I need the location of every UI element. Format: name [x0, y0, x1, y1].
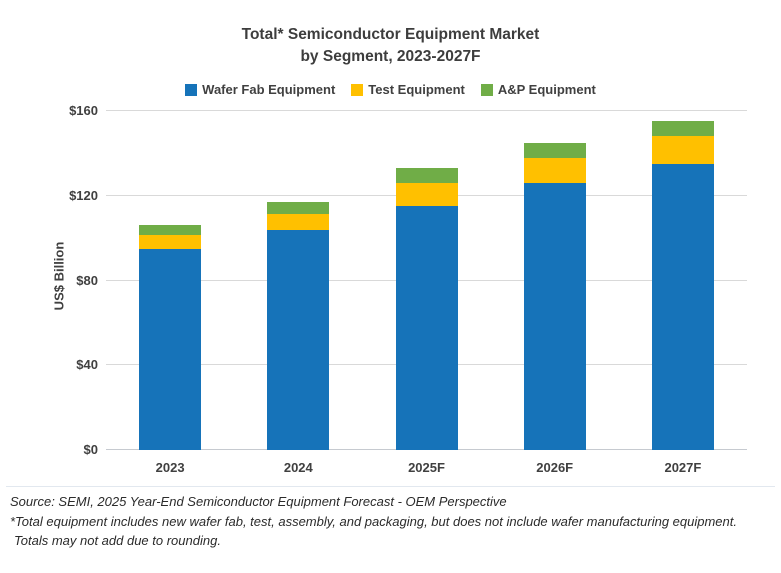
- y-tick-label-0: $0: [83, 442, 98, 457]
- y-tick-label-40: $40: [76, 357, 98, 373]
- bar-slot-2023: [106, 111, 234, 450]
- legend-label-test-equipment: Test Equipment: [368, 82, 465, 97]
- segment-a-p-equipment-2024: [267, 202, 330, 214]
- segment-wafer-fab-equipment-2026f: [523, 183, 586, 450]
- y-tick-label-80: $80: [76, 272, 98, 288]
- bar-series: [106, 111, 747, 450]
- chart-legend: Wafer Fab Equipment Test Equipment A&P Equ…: [0, 82, 781, 97]
- chart-title-line2: by Segment, 2023-2027F: [300, 48, 481, 65]
- bar-slot-2026f: [491, 111, 619, 450]
- legend-item-wafer-fab-equipment: Wafer Fab Equipment: [185, 82, 335, 97]
- total-definition-note: *Total equipment includes new wafer fab,…: [10, 513, 737, 529]
- segment-a-p-equipment-2025f: [395, 168, 458, 184]
- y-tick-label-160: $160: [69, 103, 98, 118]
- x-tick-label-2023: 2023: [155, 460, 185, 475]
- segment-test-equipment-2024: [267, 213, 330, 230]
- plot-area: [106, 110, 747, 450]
- segment-wafer-fab-equipment-2025f: [395, 206, 458, 450]
- legend-label-wafer-fab-equipment: Wafer Fab Equipment: [202, 82, 336, 97]
- bar-slot-2027f: [619, 111, 747, 450]
- bar-2023: [139, 111, 202, 450]
- segment-test-equipment-2025f: [395, 183, 458, 207]
- bar-slot-2025f: [362, 111, 490, 450]
- y-tick-label-120: $120: [69, 187, 98, 203]
- segment-a-p-equipment-2026f: [523, 142, 586, 158]
- segment-a-p-equipment-2027f: [651, 120, 714, 137]
- segment-test-equipment-2027f: [651, 136, 714, 164]
- segment-a-p-equipment-2023: [139, 225, 202, 236]
- x-tick-label-2024: 2024: [283, 460, 313, 475]
- gridline-160: [106, 110, 747, 111]
- source-note: Source: SEMI, 2025 Year-End Semiconducto…: [10, 494, 507, 509]
- legend-swatch-a-p-equipment: [480, 83, 493, 96]
- segment-test-equipment-2023: [139, 235, 202, 249]
- x-tick-label-2025f: 2025F: [408, 460, 445, 475]
- bar-2025f: [395, 111, 458, 450]
- rounding-note: Totals may not add due to rounding.: [14, 533, 221, 548]
- bar-slot-2024: [234, 111, 362, 450]
- segment-wafer-fab-equipment-2023: [139, 248, 202, 450]
- y-axis-tick-labels: $0 $40 $80 $120 $160: [44, 103, 98, 457]
- segment-test-equipment-2026f: [523, 157, 586, 184]
- x-tick-label-2026f: 2026F: [536, 460, 574, 475]
- segment-wafer-fab-equipment-2027f: [651, 163, 714, 450]
- legend-item-a-p-equipment: A&P Equipment: [480, 82, 596, 97]
- chart-title-line1: Total* Semiconductor Equipment Market: [241, 26, 540, 43]
- legend-label-a-p-equipment: A&P Equipment: [497, 82, 596, 97]
- chart-bottom-divider: [6, 486, 775, 487]
- legend-swatch-test-equipment: [351, 83, 364, 96]
- x-axis-labels: 2023 2024 2025F 2026F 2027F: [106, 460, 747, 475]
- x-tick-label-2027f: 2027F: [664, 460, 702, 475]
- legend-item-test-equipment: Test Equipment: [351, 82, 465, 97]
- bar-2026f: [523, 111, 586, 450]
- legend-swatch-wafer-fab-equipment: [185, 83, 198, 96]
- segment-wafer-fab-equipment-2024: [267, 229, 330, 450]
- bar-2027f: [651, 111, 714, 450]
- chart-title: Total* Semiconductor Equipment Market by…: [0, 24, 781, 68]
- bar-2024: [267, 111, 330, 450]
- footer-notes: Source: SEMI, 2025 Year-End Semiconducto…: [10, 492, 781, 551]
